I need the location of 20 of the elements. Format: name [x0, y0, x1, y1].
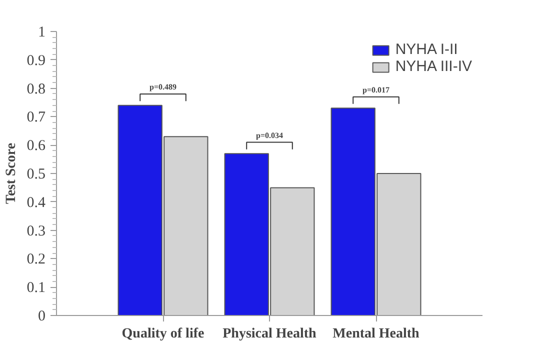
legend-label: NYHA III-IV: [395, 58, 472, 75]
y-tick-label: 0.8: [26, 81, 46, 98]
y-tick-label: 0.1: [26, 280, 46, 296]
annotation: p=0.017: [362, 86, 390, 95]
y-tick-label: 0: [38, 308, 46, 324]
y-tick-label: 0.9: [26, 52, 46, 69]
y-axis-title: Test Score: [4, 142, 19, 204]
y-tick-label: 0.2: [26, 252, 46, 268]
x-tick-label: Physical Health: [222, 326, 317, 342]
y-tick-label: 1: [38, 24, 46, 40]
annotation: p=0.489: [149, 82, 177, 92]
x-tick-label: Mental Health: [332, 326, 420, 342]
annotation: p=0.034: [256, 130, 284, 140]
y-tick-label: 0.7: [26, 110, 46, 126]
x-tick-label: Quality of life: [122, 326, 204, 342]
legend-label: NYHA I-II: [395, 41, 458, 58]
y-tick-label: 0.3: [26, 223, 46, 240]
y-tick-label: 0.4: [26, 194, 46, 211]
y-tick-label: 0.6: [26, 138, 46, 154]
y-tick-label: 0.5: [26, 166, 46, 182]
